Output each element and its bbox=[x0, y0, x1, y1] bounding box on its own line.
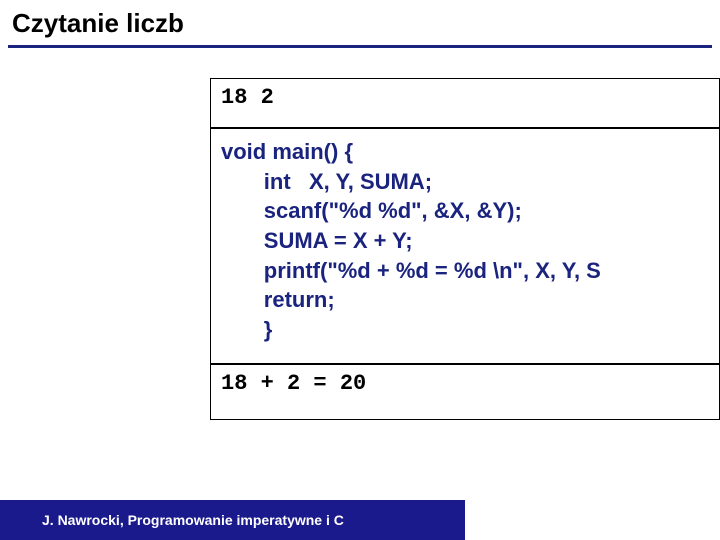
code-line: scanf("%d %d", &X, &Y); bbox=[221, 196, 709, 226]
content-area: 18 2 void main() { int X, Y, SUMA; scanf… bbox=[210, 78, 720, 420]
slide: Czytanie liczb 18 2 void main() { int X,… bbox=[0, 0, 720, 540]
code-line: int X, Y, SUMA; bbox=[221, 167, 709, 197]
output-text: 18 + 2 = 20 bbox=[221, 371, 366, 396]
output-box: 18 + 2 = 20 bbox=[210, 364, 720, 420]
input-box: 18 2 bbox=[210, 78, 720, 128]
code-line: return; bbox=[221, 285, 709, 315]
code-line: printf("%d + %d = %d \n", X, Y, S bbox=[221, 256, 709, 286]
code-line: SUMA = X + Y; bbox=[221, 226, 709, 256]
code-box: void main() { int X, Y, SUMA; scanf("%d … bbox=[210, 128, 720, 364]
footer-bar: J. Nawrocki, Programowanie imperatywne i… bbox=[0, 500, 465, 540]
footer-text: J. Nawrocki, Programowanie imperatywne i… bbox=[42, 512, 344, 528]
slide-title: Czytanie liczb bbox=[0, 0, 720, 45]
code-line: void main() { bbox=[221, 137, 709, 167]
title-underline bbox=[8, 45, 712, 48]
input-text: 18 2 bbox=[221, 85, 274, 110]
code-line: } bbox=[221, 315, 709, 345]
